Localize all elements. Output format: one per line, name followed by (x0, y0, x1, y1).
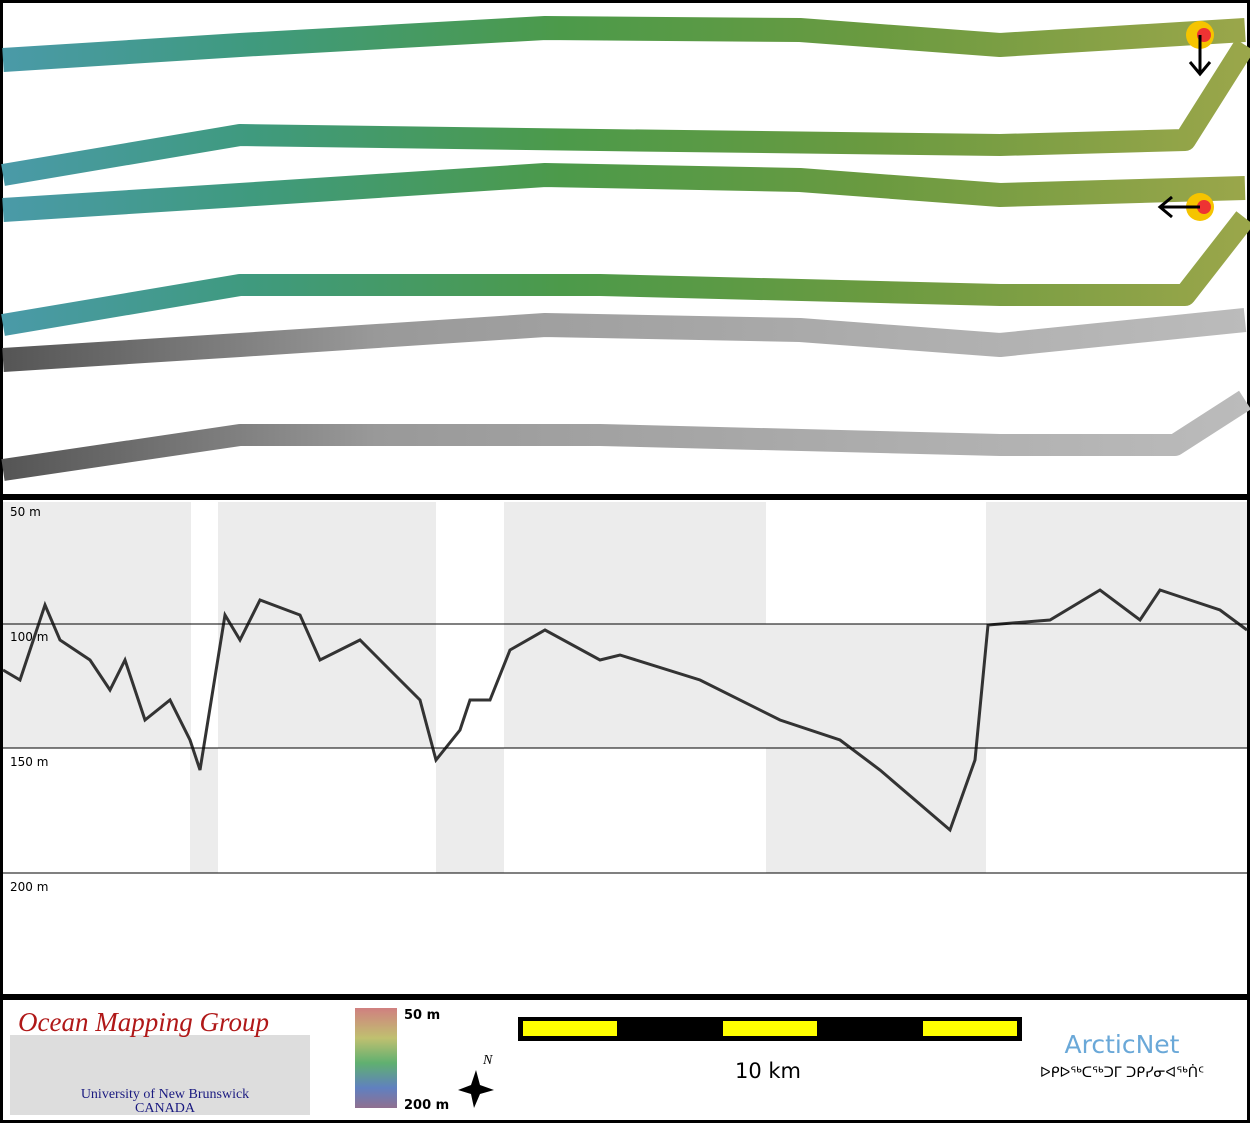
logo-image (10, 1035, 310, 1115)
depth-label: 50 m (10, 505, 41, 519)
depth-label: 200 m (10, 880, 48, 894)
depth-label: 150 m (10, 755, 48, 769)
depth-lines (3, 623, 1247, 874)
compass-label: N (482, 1053, 493, 1068)
compass (458, 1070, 494, 1108)
markers (1157, 21, 1214, 221)
swath (1, 211, 1250, 336)
colorbar-top: 50 m (404, 1008, 440, 1023)
partner-syllabics: ᐅᑭᐅᖅᑕᖅᑐᒥ ᑐᑭᓯᓂᐊᖅᑏᑦ (1040, 1064, 1204, 1081)
colorbar (355, 1008, 397, 1108)
depth-labels: 50 m 100 m 150 m 200 m (10, 505, 48, 894)
partner-name: ArcticNet (1065, 1030, 1180, 1059)
echogram-background (3, 502, 1247, 873)
depth-label: 100 m (10, 630, 48, 644)
seafloor-trace (2, 588, 1248, 833)
logo-title: Ocean Mapping Group (18, 1007, 269, 1037)
swath (2, 163, 1246, 222)
logo-university: University of New Brunswick (81, 1087, 249, 1102)
scale-bar-segments (523, 1021, 1017, 1036)
scale-label: 10 km (735, 1059, 801, 1083)
swaths (1, 16, 1250, 481)
backscatter-swath (2, 308, 1247, 372)
backscatter-swath (1, 390, 1250, 481)
colorbar-bottom: 200 m (404, 1098, 449, 1113)
swath (2, 16, 1246, 72)
logo-country: CANADA (135, 1101, 196, 1116)
map-panel (3, 3, 1247, 494)
swath (1, 39, 1250, 186)
